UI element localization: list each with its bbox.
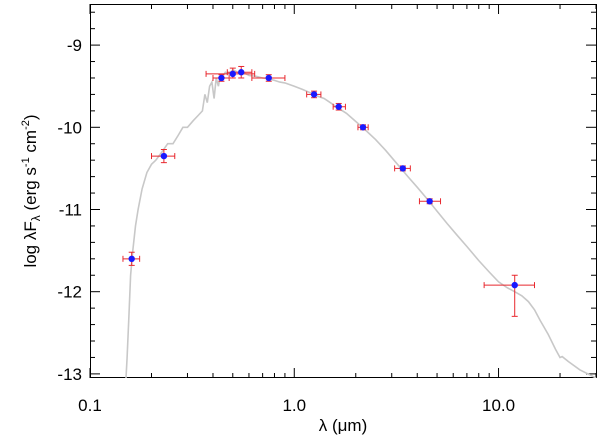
model-spectrum-line	[125, 68, 597, 378]
data-point	[426, 198, 433, 205]
x-tick-label: 10.0	[482, 396, 515, 415]
x-axis-title: λ (μm)	[319, 416, 368, 435]
y-axis-title-part: log λF	[21, 221, 40, 267]
data-point	[238, 69, 245, 76]
data-point	[229, 70, 236, 78]
y-tick-label: -11	[59, 200, 82, 219]
y-axis-title-part: λ	[29, 215, 43, 221]
y-axis-title-part: -1	[20, 157, 32, 167]
y-tick-label: -13	[57, 365, 82, 384]
data-point	[218, 74, 225, 82]
data-point	[359, 124, 367, 131]
data-point	[335, 103, 342, 110]
x-tick-label: 0.1	[78, 396, 102, 415]
data-points	[128, 69, 518, 289]
data-point	[128, 255, 135, 263]
data-point	[265, 74, 272, 82]
error-bars	[122, 65, 536, 317]
y-tick-label: -9	[67, 36, 82, 55]
x-tick-labels: 0.1 1.0 10.0	[78, 396, 515, 415]
data-point	[160, 152, 168, 160]
y-tick-label: -12	[57, 283, 82, 302]
y-axis-title-part: -2	[20, 120, 32, 130]
data-point	[511, 281, 518, 289]
y-tick-labels: -9 -10 -11 -12 -13	[57, 36, 82, 384]
y-axis-title-part: (erg s	[21, 167, 40, 215]
x-tick-label: 1.0	[282, 396, 306, 415]
plot-frame	[90, 4, 597, 378]
axis-ticks	[89, 4, 597, 378]
y-axis-title: log λFλ (erg s-1 cm-2)	[20, 114, 43, 267]
y-tick-label: -10	[57, 118, 82, 137]
data-point	[310, 91, 318, 98]
y-axis-title-part: )	[21, 114, 40, 120]
y-axis-title-part: cm	[21, 130, 40, 157]
data-point	[399, 165, 407, 172]
